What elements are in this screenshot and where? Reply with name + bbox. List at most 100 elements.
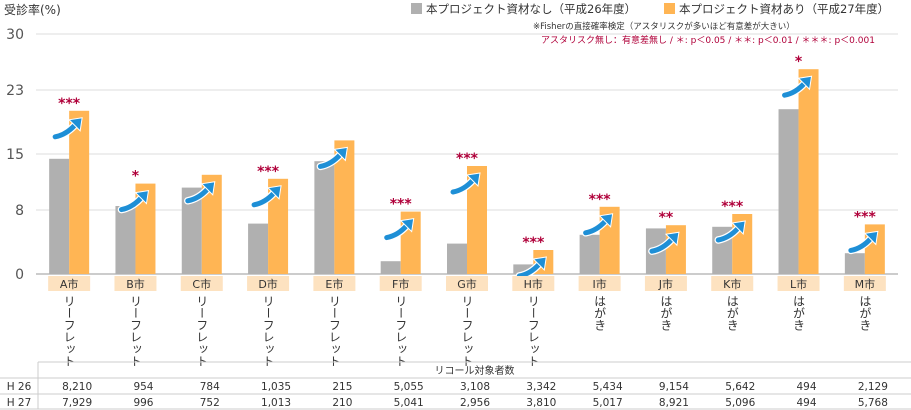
category-label-7: H市 — [524, 277, 543, 291]
table-cell-1-9: 8,921 — [659, 397, 689, 409]
table-cell-1-8: 5,017 — [593, 397, 623, 409]
arrow-8-icon — [583, 218, 609, 236]
legend-swatch-1 — [664, 3, 675, 14]
arrow-head-8-icon — [598, 213, 614, 228]
bar-h26-11 — [778, 109, 799, 274]
bar-h26-8 — [579, 234, 600, 274]
y-tick-2: 15 — [6, 147, 24, 163]
y-axis-label: 受診率(%) — [4, 2, 61, 17]
category-label-0: A市 — [60, 277, 79, 291]
table-cell-0-10: 5,642 — [725, 381, 755, 393]
significance-9: ** — [659, 210, 674, 226]
bar-h26-6 — [447, 243, 467, 274]
arrow-head-4-icon — [333, 146, 348, 162]
category-label-11: L市 — [790, 277, 807, 291]
category-box-6 — [446, 276, 488, 291]
arrow-11-icon — [782, 80, 808, 98]
arrow-5-icon — [384, 223, 410, 241]
bar-h27-4 — [334, 140, 355, 274]
table-cell-0-6: 3,108 — [460, 381, 490, 393]
category-label-2: C市 — [192, 277, 211, 291]
table-cell-0-1: 954 — [133, 381, 153, 393]
bar-h26-1 — [115, 206, 136, 274]
category-box-12 — [843, 276, 886, 291]
arrow-6-icon — [450, 177, 476, 195]
category-box-5 — [379, 276, 422, 291]
arrow-head-3-icon — [267, 185, 282, 200]
significance-10: *** — [721, 199, 744, 215]
significance-1: * — [132, 169, 140, 185]
significance-0: *** — [58, 96, 81, 112]
material-type-6: リーフレット — [460, 295, 474, 367]
category-label-10: K市 — [723, 277, 741, 291]
arrow-10-icon — [715, 225, 741, 243]
material-type-8: はがき — [593, 295, 607, 331]
category-box-7 — [512, 276, 555, 291]
significance-12: *** — [854, 209, 877, 225]
table-cell-1-4: 210 — [332, 397, 352, 409]
bar-h27-0 — [69, 110, 90, 274]
arrow-head-6-icon — [465, 172, 481, 188]
arrow-2-icon — [185, 186, 211, 204]
category-box-0 — [48, 276, 91, 291]
arrow-head-11-icon — [797, 75, 813, 91]
significance-8: *** — [589, 192, 612, 208]
table-cell-1-3: 1,013 — [261, 397, 291, 409]
arrow-head-10-icon — [731, 220, 746, 236]
legend: 受診率(%) 本プロジェクト資材なし（平成26年度） 本プロジェクト資材あり（平成2… — [4, 2, 889, 17]
category-box-11 — [777, 276, 820, 291]
significance-6: *** — [456, 151, 479, 167]
note-box — [529, 21, 905, 45]
significance-note: ※Fisherの直接確率検定（アスタリスクが多いほど有意差が大きい） アスタリスク… — [529, 21, 905, 46]
arrow-head-2-icon — [200, 181, 216, 196]
category-label-4: E市 — [325, 277, 343, 291]
category-box-1 — [114, 276, 157, 291]
note-line-1: ※Fisherの直接確率検定（アスタリスクが多いほど有意差が大きい） — [533, 21, 795, 32]
table-cell-0-3: 1,035 — [261, 381, 291, 393]
table-row-label-0: H 26 — [7, 381, 32, 393]
table-cell-0-7: 3,342 — [526, 381, 556, 393]
table-cell-0-9: 9,154 — [659, 381, 689, 393]
table-cell-0-0: 8,210 — [62, 381, 92, 393]
material-type-11: はがき — [792, 295, 806, 331]
table-cell-0-11: 494 — [797, 381, 817, 393]
arrow-12-icon — [848, 235, 874, 253]
table-cell-1-5: 5,041 — [394, 397, 424, 409]
significance-11: * — [795, 54, 803, 70]
table-cell-1-6: 2,956 — [460, 397, 490, 409]
bar-h26-0 — [49, 158, 70, 274]
bar-h27-1 — [135, 183, 156, 274]
arrow-4-icon — [317, 151, 343, 169]
table-cell-1-10: 5,096 — [725, 397, 755, 409]
significance-7: *** — [522, 235, 545, 251]
table-cell-0-4: 215 — [332, 381, 352, 393]
bar-h27-2 — [201, 174, 222, 274]
table-cell-0-8: 5,434 — [593, 381, 623, 393]
table-cell-1-0: 7,929 — [62, 397, 92, 409]
bars: **** ************************ — [49, 54, 885, 280]
arrow-head-0-icon — [68, 117, 83, 132]
y-tick-4: 30 — [6, 27, 24, 43]
bar-h27-6 — [467, 166, 487, 274]
table-header: リコール対象者数 — [435, 364, 515, 377]
material-type-2: リーフレット — [195, 295, 209, 367]
table-cell-1-1: 996 — [133, 397, 153, 409]
bar-h26-4 — [314, 161, 335, 274]
material-type-9: はがき — [659, 295, 673, 331]
table-cell-1-7: 3,810 — [526, 397, 556, 409]
category-box-10 — [711, 276, 754, 291]
category-box-3 — [247, 276, 290, 291]
material-type-0: リーフレット — [62, 295, 76, 367]
category-box-8 — [578, 276, 621, 291]
arrow-7-icon — [516, 261, 542, 279]
category-label-8: I市 — [592, 277, 606, 291]
table-row-label-1: H 27 — [7, 397, 32, 409]
arrow-head-1-icon — [134, 190, 150, 205]
category-label-5: F市 — [392, 277, 409, 291]
bar-h26-12 — [844, 253, 865, 274]
table-cell-0-5: 5,055 — [394, 381, 424, 393]
category-label-6: G市 — [457, 277, 477, 291]
category-label-3: D市 — [258, 277, 277, 291]
note-line-2: アスタリスク無し：有意差無し / ＊: p＜0.05 / ＊＊: p＜0.01 … — [541, 34, 875, 46]
